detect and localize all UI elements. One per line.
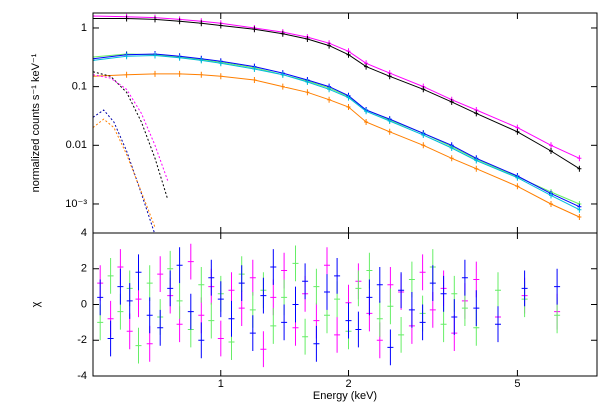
axes-frame [92,232,598,377]
residual-point [238,265,245,301]
residual-point [324,274,330,310]
residual-point [281,304,288,341]
residual-point [345,302,352,339]
residual-point [208,302,215,339]
residual-point [135,327,142,364]
residual-point [187,243,194,280]
residual-point [270,249,277,285]
spectrum [93,51,582,210]
model-component [93,118,156,228]
residual-point [376,300,383,337]
residual-point [419,304,426,341]
residual-point [302,263,309,300]
y-tick-label: 10⁻³ [65,198,87,210]
residual-point [387,288,394,325]
residual-point [208,259,215,296]
residual-point [419,254,426,291]
residual-point [198,267,205,303]
model-component [93,71,169,200]
residual-point [107,258,114,294]
residual-point [135,254,142,291]
residual-point [228,300,235,337]
residual-point [146,297,153,334]
residual-point [292,245,299,282]
residual-point [334,317,341,353]
residual-point [126,313,133,350]
residual-point [313,325,320,362]
x-axis-label: Energy (keV) [313,390,377,402]
residual-point [217,320,224,357]
y-tick-label: 0 [81,298,87,310]
y-tick-label: -4 [77,370,87,382]
residual-point [440,306,447,343]
x-tick-label: 5 [514,378,520,390]
residual-point [495,306,501,343]
residual-point [334,258,341,294]
residual-point [376,267,383,303]
residual-point [302,318,309,355]
residual-point [451,299,458,335]
residual-point [292,286,299,323]
residual-point [366,279,373,316]
residual-point [249,259,256,296]
residual-point [473,290,480,326]
model-component [93,109,155,233]
residual-point [355,270,362,307]
residual-point [408,292,415,328]
residual-point [157,256,164,292]
y-tick-label: 2 [81,263,87,275]
model-component [93,74,169,181]
spectrum [93,13,582,162]
spectrum [93,70,582,220]
residual-point [260,277,267,314]
residual-point [313,268,320,305]
plot-area [93,13,582,233]
x-tick-label: 2 [345,378,351,390]
residual-point [270,308,277,344]
residual-point [355,311,362,348]
residual-point [107,320,114,357]
residual-point [176,283,183,319]
plot-area [97,243,561,368]
y-tick-label: 1 [81,22,87,34]
residual-point [249,315,256,351]
y-axis-label: χ [30,301,42,307]
residual-point [260,331,267,368]
y-tick-label: -2 [77,334,87,346]
residual-point [495,272,501,309]
residual-point [398,272,405,309]
residual-point [217,281,224,318]
residual-point [97,279,104,316]
residual-point [398,317,405,353]
residual-point [117,268,124,305]
residual-point [198,322,205,359]
y-tick-label: 0.01 [66,139,87,151]
residual-point [521,270,528,307]
residual-point [554,268,561,305]
residual-point [408,261,415,298]
spectrum [93,52,582,213]
y-tick-label: 0.1 [72,81,87,93]
residual-point [461,259,468,296]
axes-frame [92,12,598,234]
residual-point [176,247,183,284]
spectrum [93,15,582,172]
y-tick-label: 4 [81,227,87,239]
residual-point [146,265,153,301]
x-tick-label: 1 [218,378,224,390]
residual-point [157,309,164,346]
residual-point [187,293,194,330]
residual-point [429,265,436,301]
residual-point [440,275,447,312]
residual-point [461,290,468,326]
residual-point [126,283,133,319]
y-axis-label: normalized counts s⁻¹ keV⁻¹ [30,53,42,192]
residual-point [167,270,174,307]
residual-point [387,329,394,366]
